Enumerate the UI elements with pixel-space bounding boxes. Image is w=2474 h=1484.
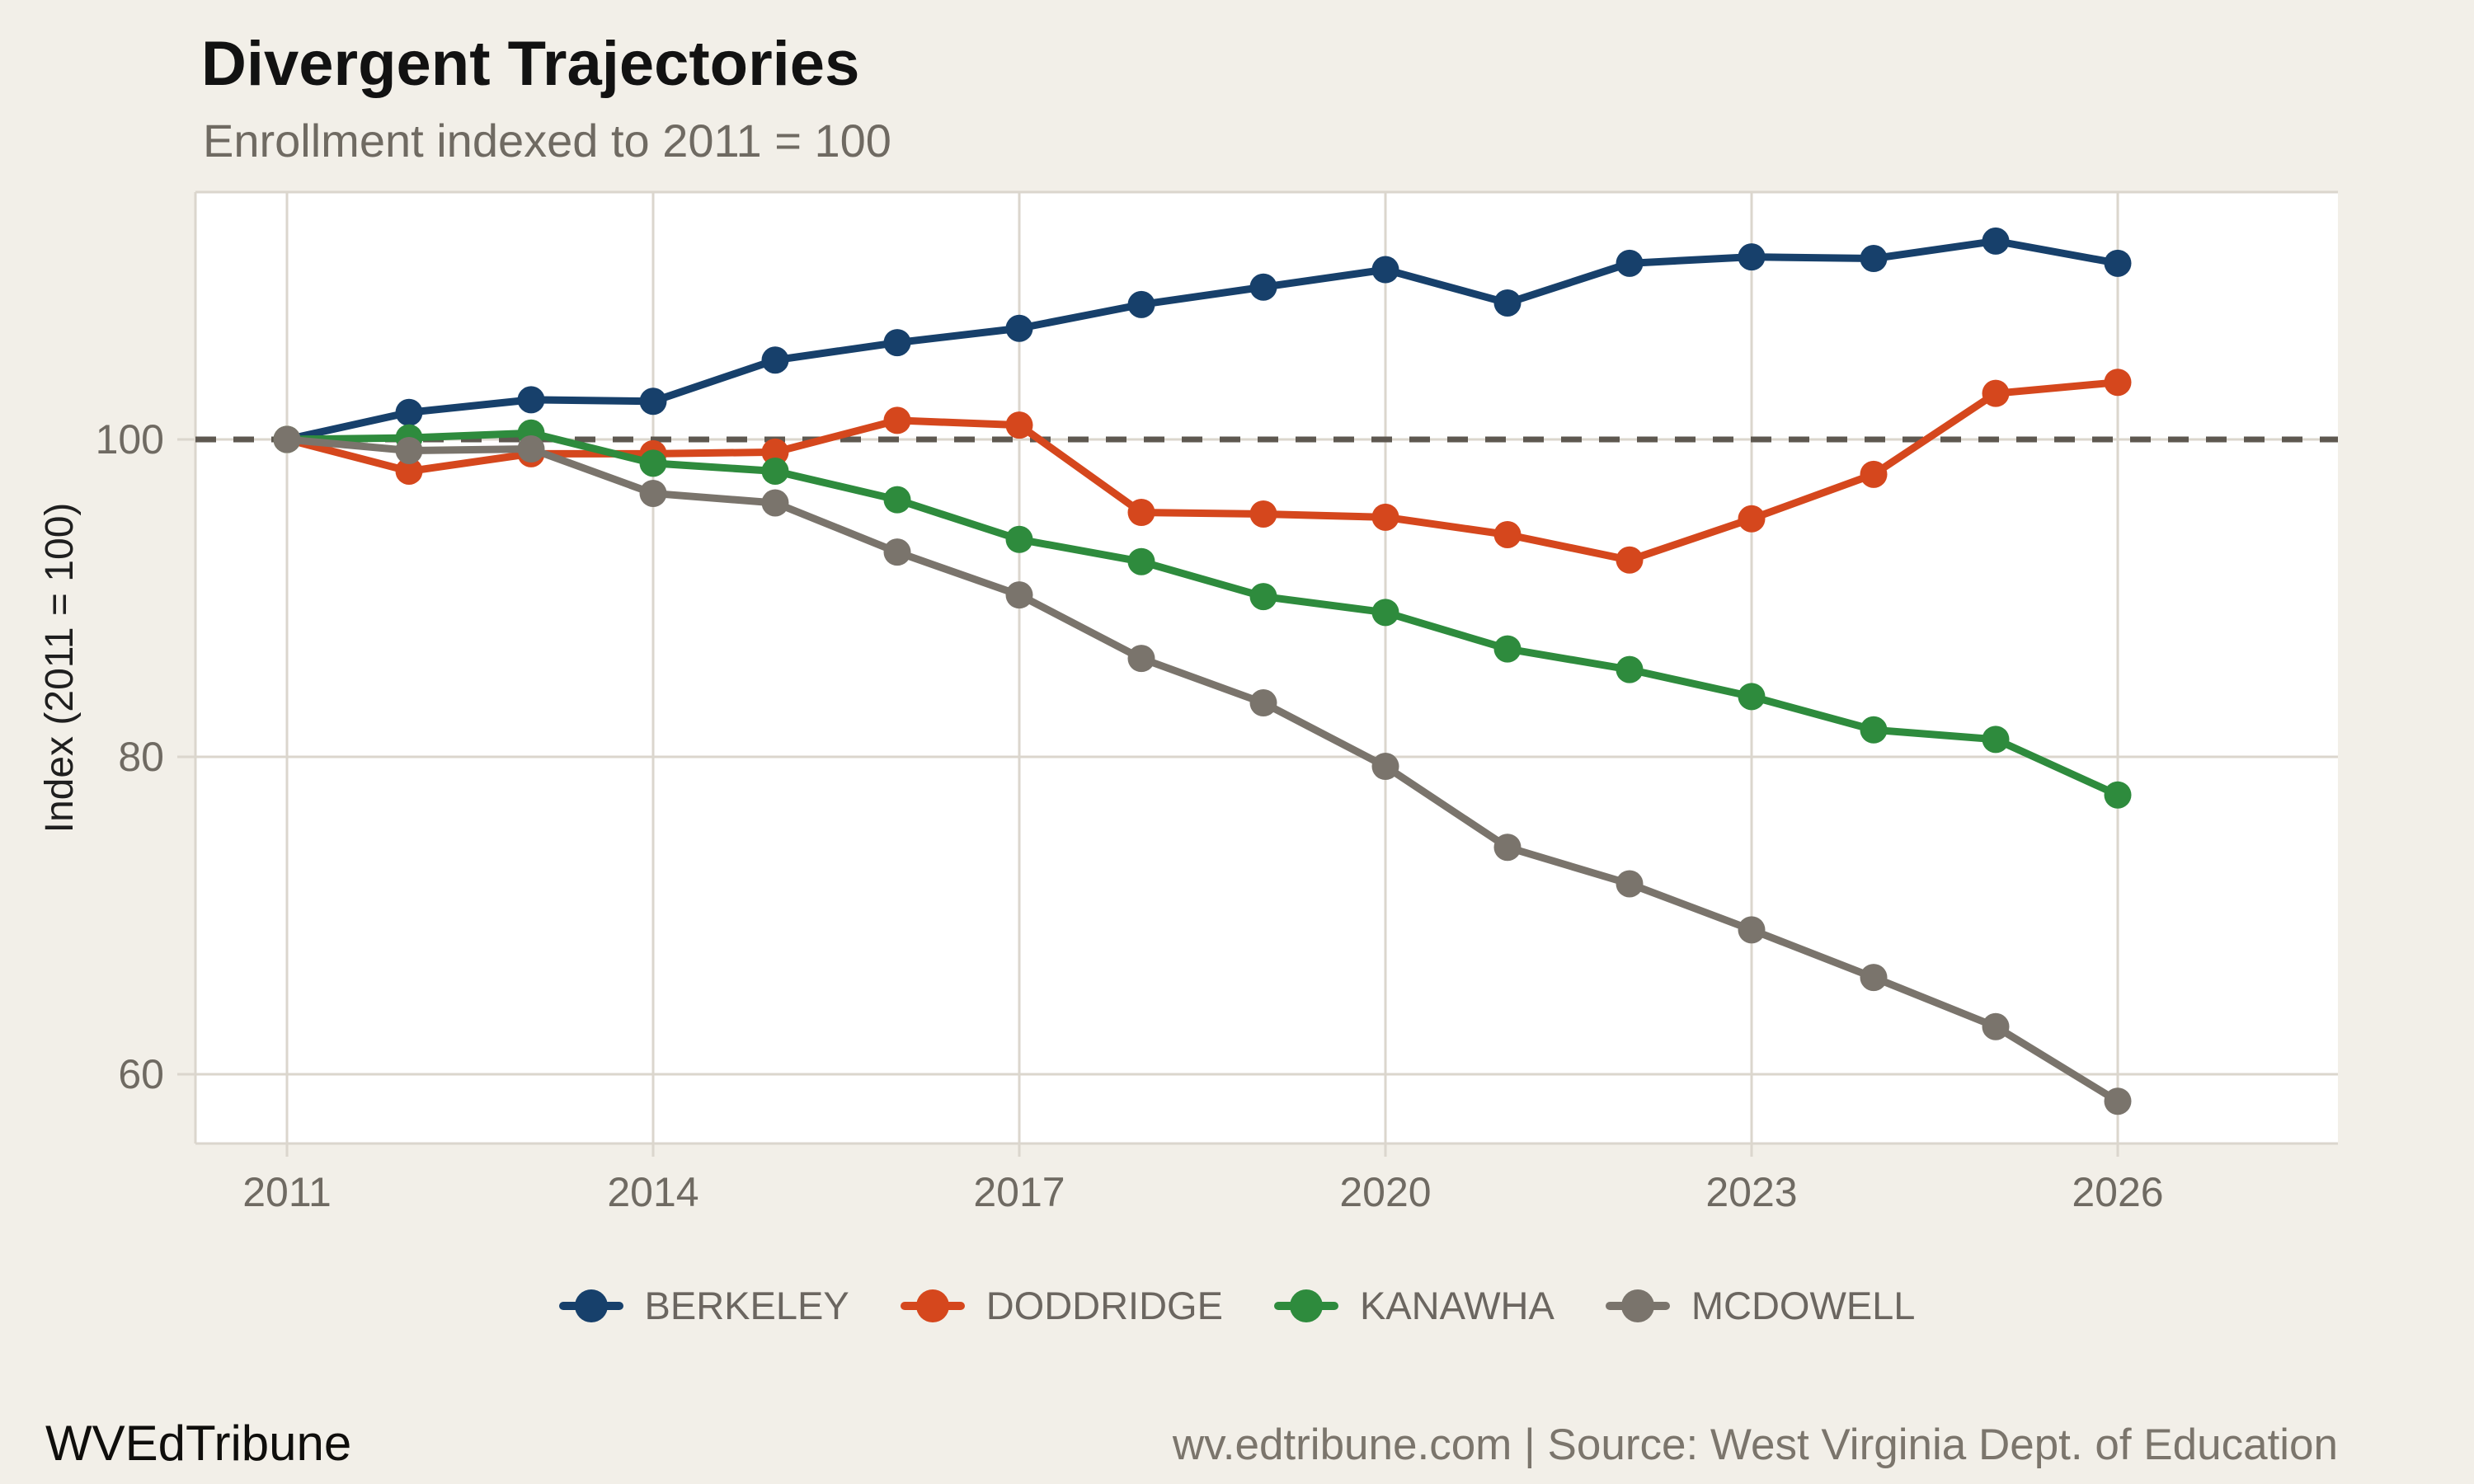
legend-label: KANAWHA bbox=[1359, 1284, 1554, 1327]
series-point-berkeley bbox=[1860, 245, 1888, 273]
series-point-doddridge bbox=[1860, 460, 1888, 488]
series-point-doddridge bbox=[761, 438, 789, 466]
series-point-mcdowell bbox=[395, 436, 423, 464]
legend-item-mcdowell: MCDOWELL bbox=[1605, 1283, 1916, 1328]
series-point-kanawha bbox=[1249, 583, 1277, 611]
legend-item-berkeley: BERKELEY bbox=[558, 1283, 849, 1328]
series-point-mcdowell bbox=[2104, 1087, 2132, 1115]
series-point-mcdowell bbox=[639, 479, 667, 507]
chart-subtitle: Enrollment indexed to 2011 = 100 bbox=[203, 115, 891, 167]
series-point-berkeley bbox=[517, 386, 545, 414]
series-point-mcdowell bbox=[1860, 964, 1888, 992]
legend-label: BERKELEY bbox=[644, 1284, 849, 1327]
series-point-mcdowell bbox=[1127, 645, 1155, 673]
series-point-kanawha bbox=[1616, 655, 1644, 683]
series-point-mcdowell bbox=[1616, 870, 1644, 898]
series-point-kanawha bbox=[1982, 726, 2010, 754]
series-point-kanawha bbox=[883, 486, 911, 514]
legend-marker-dot bbox=[1620, 1289, 1654, 1322]
y-tick-label: 100 bbox=[96, 416, 164, 463]
series-point-mcdowell bbox=[1738, 916, 1766, 944]
legend-item-doddridge: DODDRIDGE bbox=[900, 1283, 1223, 1328]
footer-attribution: wv.edtribune.com | Source: West Virginia… bbox=[1172, 1421, 2338, 1469]
series-point-berkeley bbox=[1738, 243, 1766, 271]
series-point-berkeley bbox=[761, 346, 789, 374]
series-line-berkeley bbox=[283, 237, 2122, 444]
series-point-berkeley bbox=[1005, 314, 1033, 342]
series-point-mcdowell bbox=[1249, 689, 1277, 717]
series-point-kanawha bbox=[1127, 547, 1155, 575]
series-line-doddridge bbox=[283, 378, 2122, 564]
series-line-kanawha bbox=[283, 429, 2122, 799]
legend-marker-dot bbox=[915, 1289, 949, 1322]
series-point-kanawha bbox=[1738, 683, 1766, 711]
x-tick-label: 2020 bbox=[1339, 1169, 1431, 1215]
y-tick-label: 80 bbox=[118, 734, 164, 780]
series-point-kanawha bbox=[1371, 599, 1399, 627]
x-tick-label: 2026 bbox=[2072, 1169, 2163, 1215]
legend-item-kanawha: KANAWHA bbox=[1273, 1283, 1554, 1328]
series-point-mcdowell bbox=[1982, 1012, 2010, 1040]
y-tick-label: 60 bbox=[118, 1051, 164, 1097]
x-tick-label: 2017 bbox=[973, 1169, 1065, 1215]
plot-panel bbox=[195, 192, 2338, 1144]
series-point-mcdowell bbox=[273, 425, 301, 453]
series-point-mcdowell bbox=[1493, 834, 1522, 862]
series-point-mcdowell bbox=[883, 538, 911, 566]
series-point-doddridge bbox=[1982, 379, 2010, 407]
series-point-doddridge bbox=[1371, 503, 1399, 531]
legend-marker-dot bbox=[574, 1289, 608, 1322]
series-point-kanawha bbox=[761, 458, 789, 485]
series-point-doddridge bbox=[2104, 369, 2132, 397]
series-point-berkeley bbox=[883, 329, 911, 357]
legend-label: MCDOWELL bbox=[1691, 1284, 1916, 1327]
legend-marker-icon bbox=[1605, 1286, 1670, 1326]
series-point-kanawha bbox=[1005, 525, 1033, 553]
legend-marker-dot bbox=[1289, 1289, 1323, 1322]
series-point-berkeley bbox=[1982, 227, 2010, 255]
legend-marker-icon bbox=[900, 1286, 965, 1326]
series-point-mcdowell bbox=[761, 489, 789, 517]
x-tick-label: 2011 bbox=[242, 1169, 332, 1215]
series-point-kanawha bbox=[2104, 781, 2132, 809]
series-point-kanawha bbox=[1493, 635, 1522, 663]
series-point-berkeley bbox=[1249, 273, 1277, 301]
series-line-mcdowell bbox=[283, 435, 2122, 1106]
series-point-mcdowell bbox=[1371, 753, 1399, 781]
series-point-kanawha bbox=[1860, 716, 1888, 744]
legend-marker-icon bbox=[558, 1286, 623, 1326]
series-point-berkeley bbox=[1127, 290, 1155, 318]
series-point-doddridge bbox=[395, 458, 423, 485]
series-point-berkeley bbox=[1493, 289, 1522, 317]
series-point-doddridge bbox=[1738, 505, 1766, 533]
x-tick-label: 2014 bbox=[607, 1169, 698, 1215]
series-point-mcdowell bbox=[517, 435, 545, 463]
legend-marker-icon bbox=[1273, 1286, 1338, 1326]
series-point-doddridge bbox=[883, 406, 911, 434]
chart-legend: BERKELEY DODDRIDGE KANAWHA MCDOWELL bbox=[0, 1283, 2474, 1328]
series-point-berkeley bbox=[395, 398, 423, 426]
series-point-doddridge bbox=[1249, 500, 1277, 528]
series-point-doddridge bbox=[1616, 546, 1644, 574]
series-point-doddridge bbox=[1127, 499, 1155, 527]
series-point-doddridge bbox=[1005, 411, 1033, 439]
footer-brand: WVEdTribune bbox=[45, 1416, 352, 1471]
series-point-doddridge bbox=[1493, 521, 1522, 548]
series-point-berkeley bbox=[639, 387, 667, 416]
chart-title: Divergent Trajectories bbox=[201, 29, 860, 99]
x-tick-label: 2023 bbox=[1705, 1169, 1797, 1215]
y-axis-title: Index (2011 = 100) bbox=[38, 503, 82, 834]
series-point-mcdowell bbox=[1005, 581, 1033, 609]
series-point-berkeley bbox=[1616, 249, 1644, 277]
series-point-kanawha bbox=[639, 449, 667, 477]
series-point-berkeley bbox=[2104, 249, 2132, 277]
legend-label: DODDRIDGE bbox=[985, 1284, 1223, 1327]
series-point-berkeley bbox=[1371, 256, 1399, 284]
